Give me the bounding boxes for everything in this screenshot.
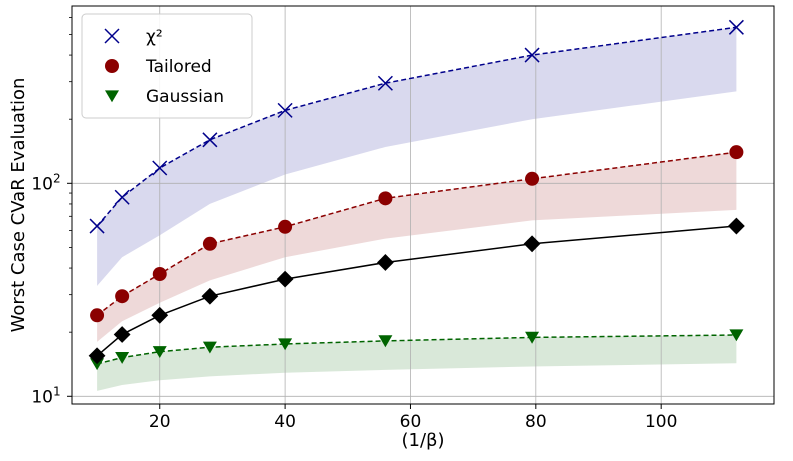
marker-series-1-point-6 xyxy=(525,171,540,186)
marker-series-0-point-5 xyxy=(377,75,393,91)
marker-series-1-point-0 xyxy=(90,308,105,323)
marker-series-1-point-4 xyxy=(278,219,293,234)
marker-series-0-point-7-stroke-b xyxy=(728,19,744,35)
legend-label-1: Tailored xyxy=(145,57,212,77)
line-series-0 xyxy=(96,26,737,227)
line-series-2 xyxy=(96,334,737,365)
marker-series-2-point-1 xyxy=(115,351,130,364)
plot-frame xyxy=(71,5,775,405)
marker-series-0-point-3-stroke-b xyxy=(202,132,218,148)
legend-label-0: χ² xyxy=(146,27,163,47)
legend-label-2: Gaussian xyxy=(146,87,224,107)
band-series-1 xyxy=(97,152,737,342)
marker-series-3-point-2 xyxy=(151,306,169,324)
marker-series-0-point-4-stroke-b xyxy=(277,102,293,118)
marker-series-1-point-7 xyxy=(729,145,744,160)
confidence-bands xyxy=(97,27,737,391)
marker-series-2-point-2 xyxy=(152,346,167,358)
y-axis-label: Worst Case CVaR Evaluation xyxy=(8,78,29,333)
marker-series-2-point-6 xyxy=(525,331,540,344)
band-series-0 xyxy=(97,27,737,286)
marker-series-0-point-3 xyxy=(202,132,218,148)
marker-series-1-point-3 xyxy=(202,236,217,251)
y-tick-label: 101 xyxy=(31,384,60,407)
marker-series-2-point-3 xyxy=(202,341,217,354)
x-tick-label: 80 xyxy=(525,412,547,432)
band-series-2 xyxy=(97,335,737,391)
legend-marker-2 xyxy=(105,90,119,103)
marker-series-3-point-3 xyxy=(201,287,219,305)
marker-series-0-point-0 xyxy=(89,218,105,234)
marker-series-0-point-1 xyxy=(114,189,130,205)
legend: χ² Tailored Gaussian xyxy=(81,13,253,119)
x-tick-label: 40 xyxy=(274,412,296,432)
marker-series-0-point-6-stroke-b xyxy=(524,47,540,63)
marker-series-0-point-2-stroke-b xyxy=(152,160,168,176)
marker-series-0-point-0-stroke-b xyxy=(89,218,105,234)
x-axis-label: (1/β) xyxy=(401,430,444,451)
marker-series-3-point-0 xyxy=(88,347,106,365)
marker-series-0-point-6 xyxy=(524,47,540,63)
marker-series-0-point-5-stroke-b xyxy=(377,75,393,91)
marker-series-0-point-2 xyxy=(152,160,168,176)
x-tick-label: 60 xyxy=(400,412,422,432)
marker-series-0-point-7 xyxy=(728,19,744,35)
y-tick-label: 102 xyxy=(31,171,60,194)
line-series-1 xyxy=(96,151,737,316)
series-lines xyxy=(96,26,737,365)
marker-series-2-point-4 xyxy=(278,338,293,351)
marker-series-0-point-1-stroke-b xyxy=(114,189,130,205)
marker-series-3-point-4 xyxy=(276,270,294,288)
x-tick-label: 100 xyxy=(645,412,677,432)
marker-series-3-point-7 xyxy=(727,217,745,235)
series-markers xyxy=(88,19,745,371)
legend-box xyxy=(81,13,253,119)
marker-series-0-point-4 xyxy=(277,102,293,118)
marker-series-2-point-5 xyxy=(378,335,393,348)
marker-series-3-point-5 xyxy=(376,254,394,271)
marker-series-2-point-0 xyxy=(90,358,105,371)
legend-marker-1 xyxy=(105,59,119,73)
marker-series-1-point-1 xyxy=(115,289,130,304)
marker-series-3-point-6 xyxy=(523,235,541,253)
legend-marker-0-stroke-b xyxy=(104,28,120,44)
marker-series-1-point-2 xyxy=(152,267,167,282)
marker-series-3-point-1 xyxy=(113,326,131,343)
x-tick-label: 20 xyxy=(149,412,171,432)
axis-ticks: 20 40 60 80 100 101 102 xyxy=(31,17,677,432)
legend-marker-0 xyxy=(104,28,120,44)
line-series-3 xyxy=(96,225,737,357)
marker-series-2-point-7 xyxy=(729,329,744,342)
marker-series-1-point-5 xyxy=(378,191,393,206)
